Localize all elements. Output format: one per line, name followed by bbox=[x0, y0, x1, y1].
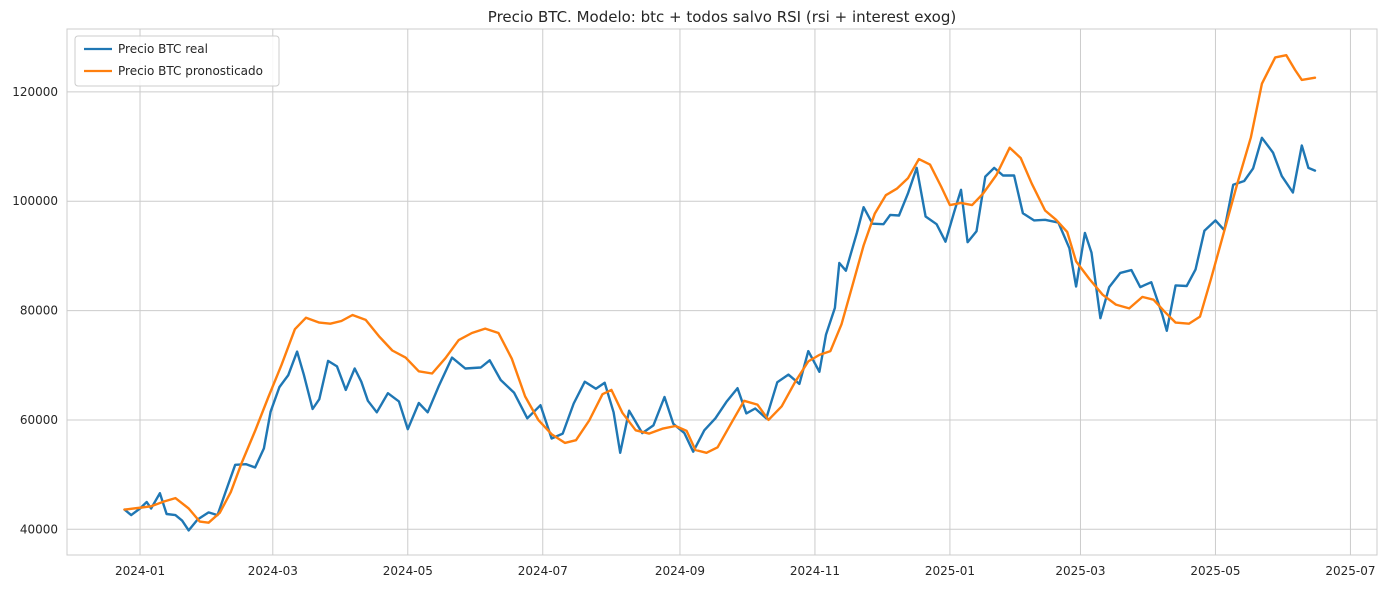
series-line-real bbox=[123, 136, 1317, 532]
x-tick-label: 2024-03 bbox=[248, 564, 298, 578]
x-tick-label: 2025-05 bbox=[1190, 564, 1240, 578]
x-tick-label: 2024-01 bbox=[115, 564, 165, 578]
legend-box bbox=[74, 35, 280, 87]
y-tick-label: 100000 bbox=[12, 194, 58, 208]
y-tick-label: 60000 bbox=[20, 413, 58, 427]
x-tick-label: 2025-07 bbox=[1325, 564, 1375, 578]
x-tick-label: 2024-11 bbox=[790, 564, 840, 578]
y-tick-label: 80000 bbox=[20, 304, 58, 318]
y-tick-label: 120000 bbox=[12, 85, 58, 99]
legend-label-real: Precio BTC real bbox=[118, 42, 208, 56]
x-tick-label: 2025-01 bbox=[925, 564, 975, 578]
y-tick-label: 40000 bbox=[20, 522, 58, 536]
x-tick-label: 2024-05 bbox=[383, 564, 433, 578]
series-line-forecast bbox=[123, 54, 1317, 524]
grid-lines bbox=[67, 29, 1377, 555]
legend-label-forecast: Precio BTC pronosticado bbox=[118, 64, 263, 78]
series-lines bbox=[123, 54, 1317, 532]
legend: Precio BTC real Precio BTC pronosticado bbox=[74, 35, 280, 87]
x-tick-label: 2024-07 bbox=[518, 564, 568, 578]
axis-ticks: 2024-01 2024-03 2024-05 2024-07 2024-09 2024-… bbox=[12, 85, 1375, 578]
x-tick-label: 2025-03 bbox=[1055, 564, 1105, 578]
x-tick-label: 2024-09 bbox=[655, 564, 705, 578]
chart-title: Precio BTC. Modelo: btc + todos salvo RS… bbox=[488, 8, 956, 26]
plot-frame bbox=[66, 28, 1378, 556]
